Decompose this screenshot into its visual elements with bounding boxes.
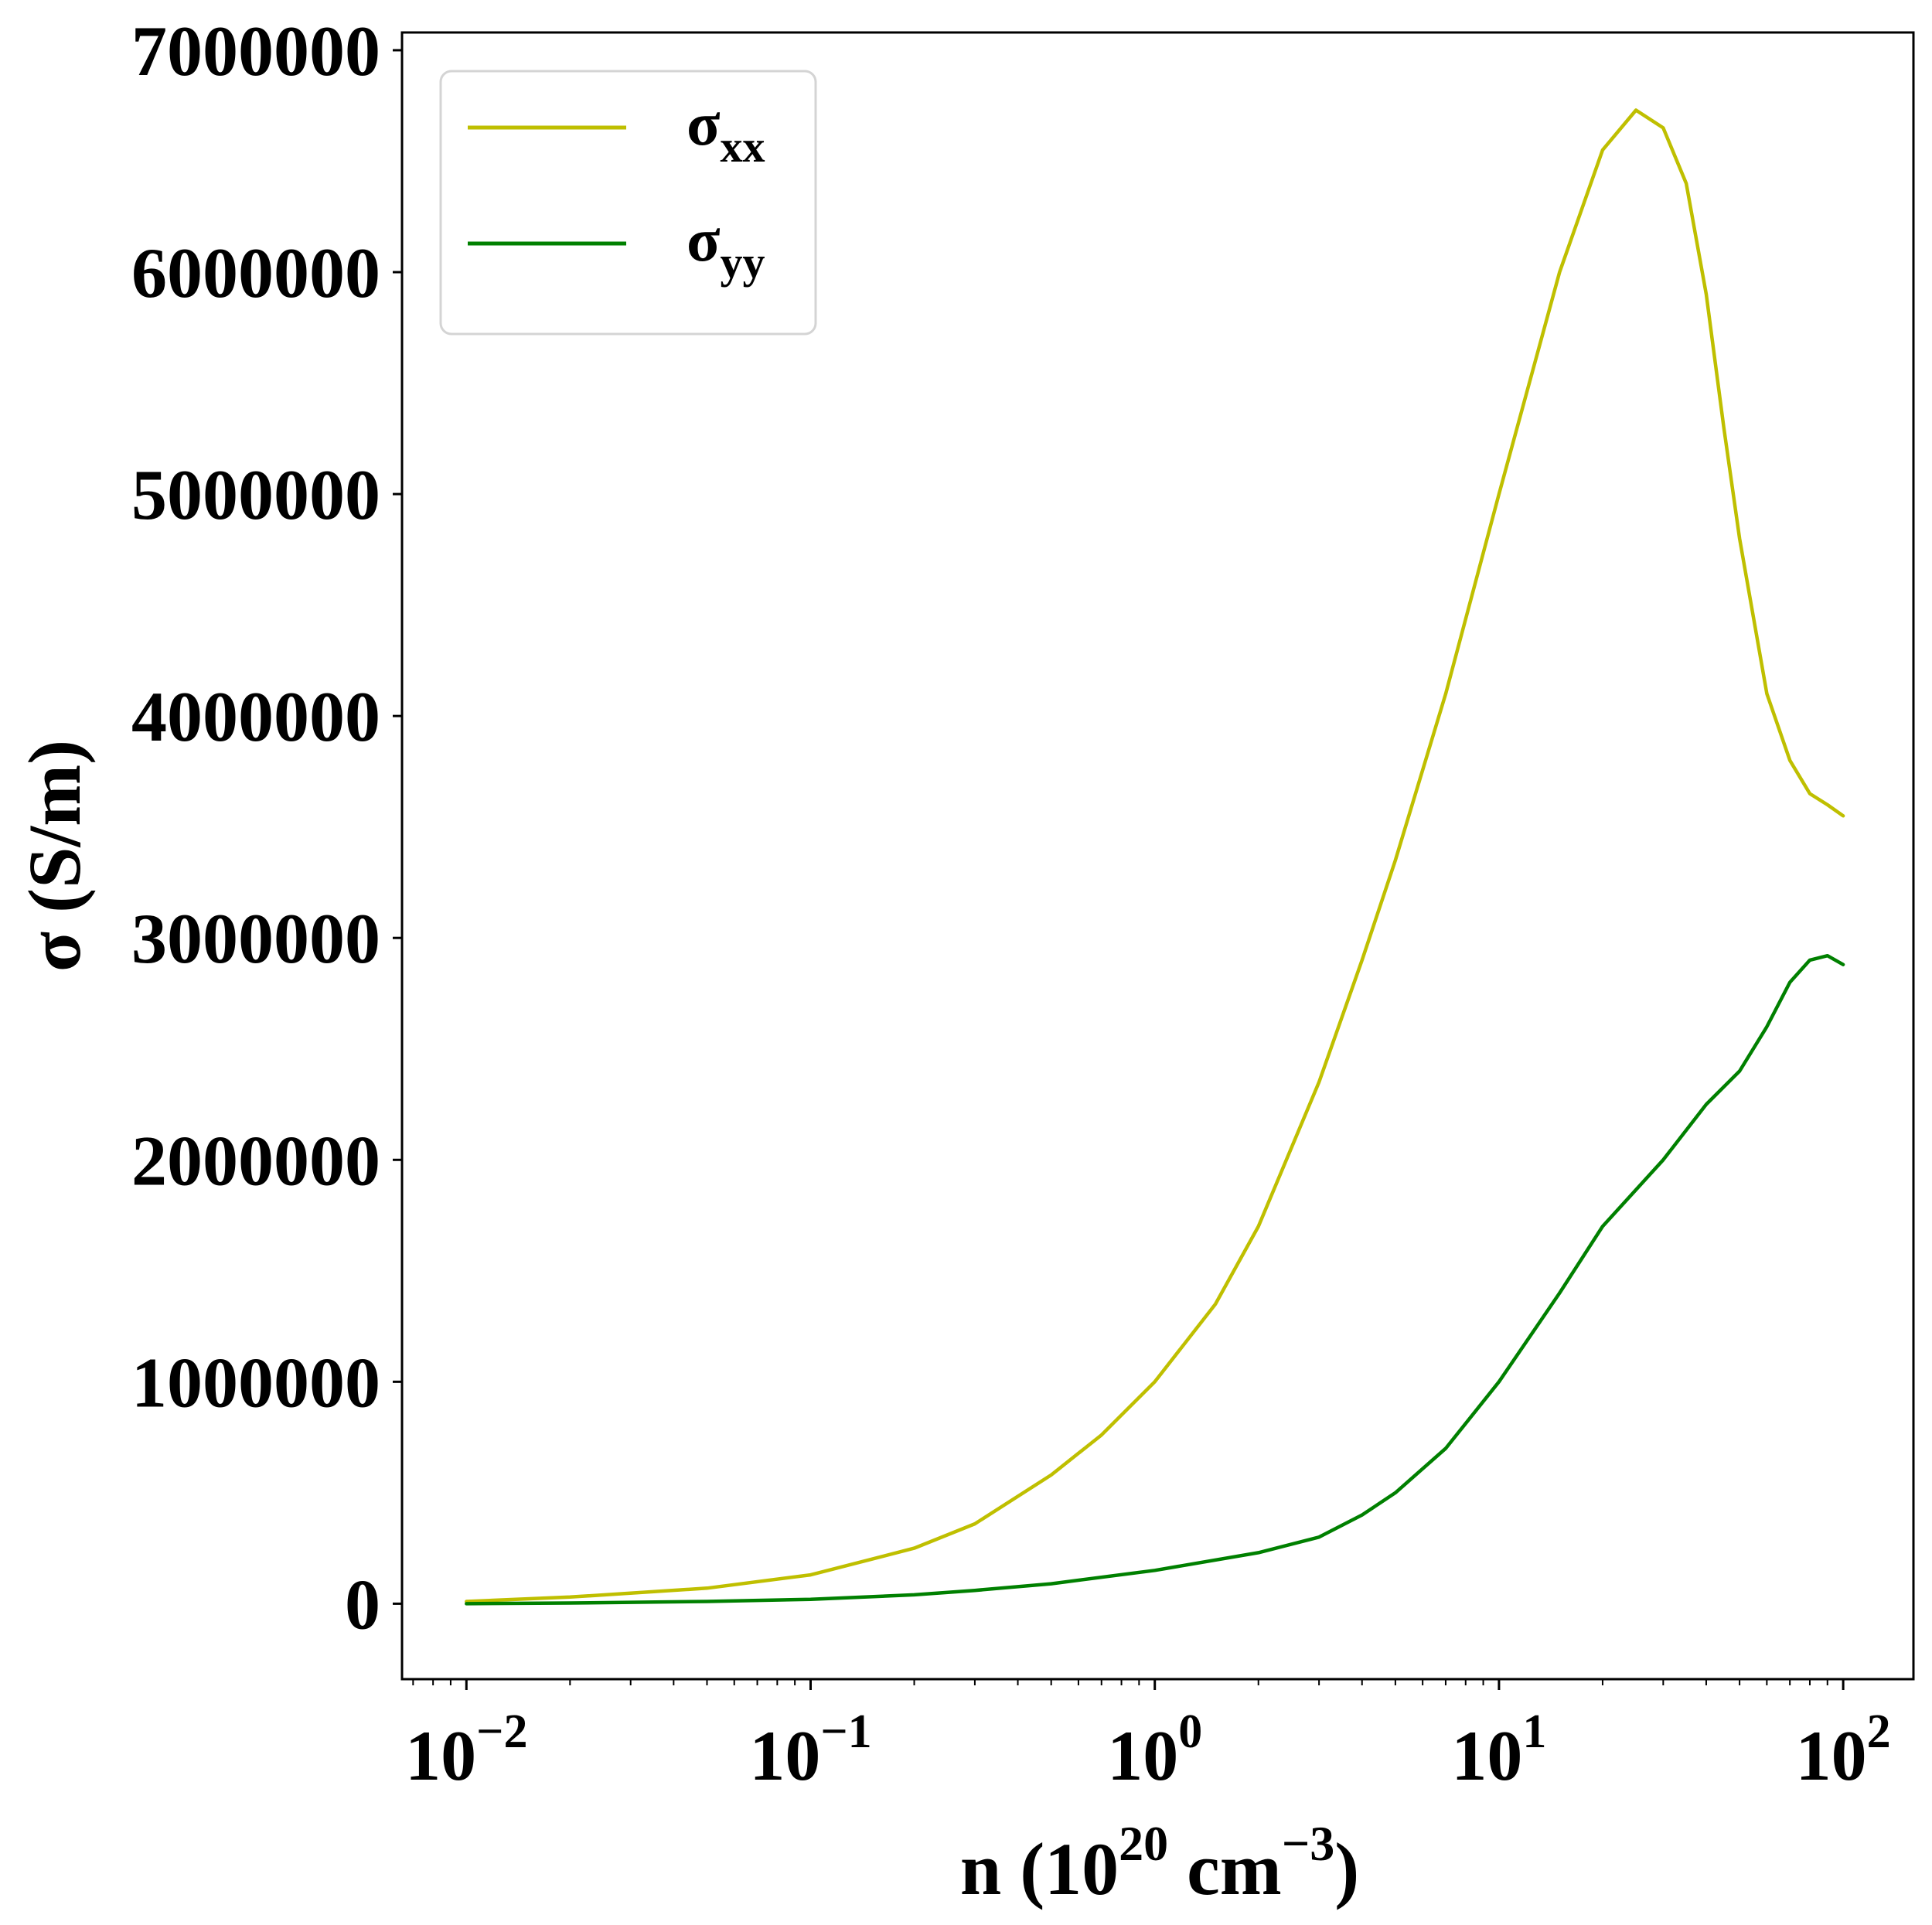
y-tick-label: 5000000	[131, 455, 380, 534]
y-tick-label: 0	[345, 1565, 380, 1644]
series-line-yy	[465, 953, 1845, 1606]
y-tick-label: 1000000	[131, 1343, 380, 1422]
x-tick-label: 101	[1451, 1705, 1546, 1795]
x-tick-label: 10−2	[405, 1705, 527, 1795]
y-tick-label: 7000000	[131, 12, 380, 90]
y-axis-ticks: 0 1000000 2000000 3000000 4000000 5000000 6000…	[131, 12, 402, 1644]
x-axis-minor-ticks	[412, 1679, 1828, 1685]
y-axis-title: σ (S/m)	[13, 740, 96, 972]
legend-label-yy: σyy	[687, 206, 765, 288]
y-tick-label: 3000000	[131, 899, 380, 978]
plot-frame	[400, 31, 1915, 1681]
legend: σxx σyy	[439, 70, 817, 336]
x-tick-label: 10−1	[749, 1705, 871, 1795]
x-tick-label: 102	[1796, 1705, 1891, 1795]
x-axis-ticks: 10−2 10−1 100 101 102	[405, 1679, 1891, 1795]
series-layer	[465, 108, 1845, 1606]
legend-box	[439, 70, 817, 336]
x-axis-title: n (1020 cm−3)	[960, 1816, 1359, 1910]
series-line-xx	[465, 108, 1845, 1603]
legend-label-xx: σxx	[687, 90, 765, 172]
y-tick-label: 6000000	[131, 233, 380, 312]
x-tick-label: 100	[1107, 1705, 1202, 1795]
y-tick-label: 2000000	[131, 1121, 380, 1200]
y-tick-label: 4000000	[131, 677, 380, 756]
